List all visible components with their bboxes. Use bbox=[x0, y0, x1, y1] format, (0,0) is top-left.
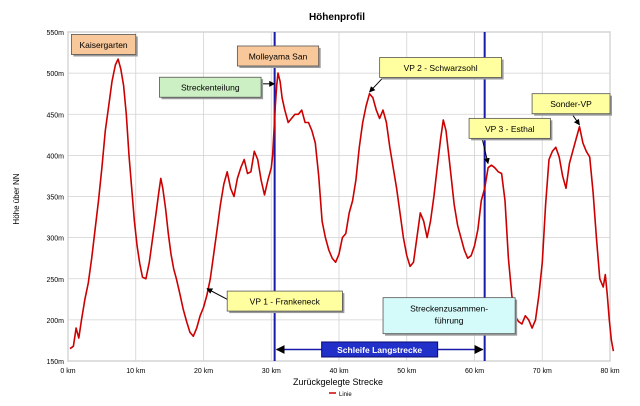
annotation-label-molleyama: Molleyama San bbox=[249, 51, 308, 61]
x-axis-label: Zurückgelegte Strecke bbox=[293, 377, 383, 387]
annotation-label-kaisergarten: Kaisergarten bbox=[79, 40, 127, 50]
annotation-label-vp1: VP 1 - Frankeneck bbox=[250, 297, 321, 307]
x-tick-label: 10 km bbox=[126, 368, 145, 375]
annotation-arrow-vp1 bbox=[206, 288, 228, 300]
y-tick-label: 400m bbox=[46, 153, 64, 160]
annotation-box-streckenteilung bbox=[159, 76, 262, 98]
annotation-label-line: führung bbox=[435, 316, 464, 326]
x-tick-label: 60 km bbox=[465, 368, 484, 375]
x-tick-label: 70 km bbox=[533, 368, 552, 375]
y-tick-label: 250m bbox=[46, 277, 64, 284]
annotation-label-sondervp: Sonder-VP bbox=[550, 99, 592, 109]
x-tick-label: 80 km bbox=[600, 368, 619, 375]
y-tick-label: 150m bbox=[46, 359, 64, 366]
y-tick-label: 450m bbox=[46, 112, 64, 119]
annotation-label-streckenteilung: Streckenteilung bbox=[181, 83, 240, 93]
annotation-box-kaisergarten bbox=[70, 34, 137, 55]
annotation-box-vp3 bbox=[468, 117, 551, 139]
x-tick-label: 40 km bbox=[329, 368, 348, 375]
annotation-label-vp2: VP 2 - Schwarzsohl bbox=[404, 63, 478, 73]
annotation-box-vp2 bbox=[379, 57, 502, 78]
annotation-box-streckenzus bbox=[382, 297, 516, 335]
y-tick-label: 500m bbox=[46, 71, 64, 78]
annotation-box-molleyama bbox=[236, 45, 320, 67]
legend: Linie bbox=[329, 392, 352, 398]
y-axis-label: Höhe über NN bbox=[12, 173, 21, 224]
span-label-box bbox=[321, 341, 439, 358]
span-label: Schleife Langstrecke bbox=[337, 345, 422, 355]
x-tick-label: 20 km bbox=[194, 368, 213, 375]
x-tick-label: 30 km bbox=[262, 368, 281, 375]
annotation-label-vp3: VP 3 - Esthal bbox=[485, 124, 535, 134]
y-tick-label: 200m bbox=[46, 318, 64, 325]
annotation-label-line: Streckenzusammen- bbox=[410, 304, 488, 314]
x-tick-label: 0 km bbox=[60, 368, 75, 375]
annotation-box-sondervp bbox=[531, 93, 611, 115]
y-tick-label: 300m bbox=[46, 236, 64, 243]
y-tick-label: 550m bbox=[46, 30, 64, 37]
y-tick-label: 350m bbox=[46, 195, 64, 202]
x-tick-label: 50 km bbox=[397, 368, 416, 375]
annotation-box-vp1 bbox=[226, 290, 343, 312]
legend-label: Linie bbox=[339, 392, 352, 398]
annotation-label-streckenzus: Streckenzusammen-führung bbox=[410, 304, 488, 326]
elevation-series-line bbox=[69, 58, 615, 352]
chart-title: Höhenprofil bbox=[309, 12, 365, 23]
